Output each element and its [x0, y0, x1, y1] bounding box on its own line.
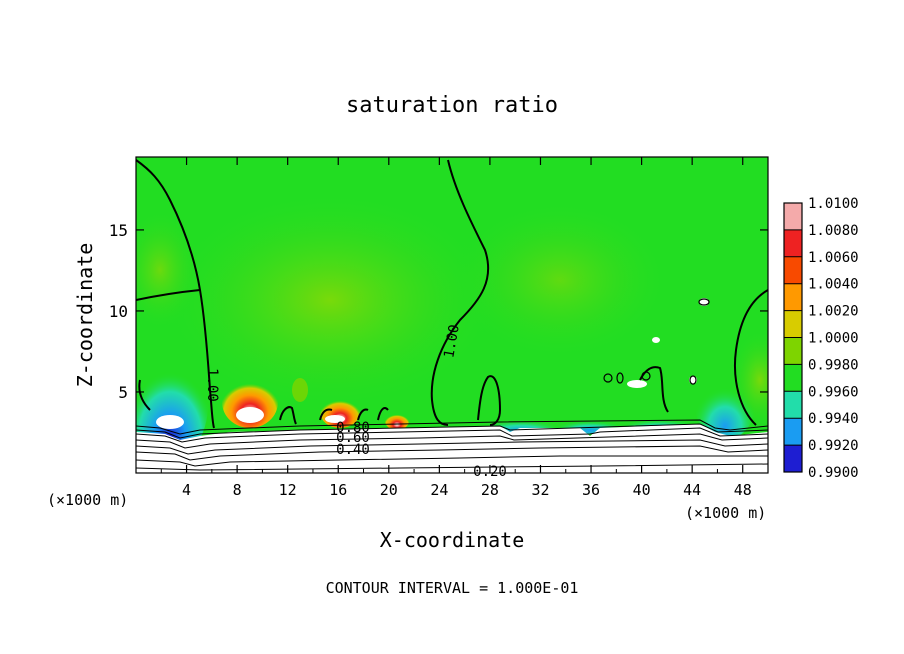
colorbar-label: 1.0040 — [808, 277, 859, 293]
plot-frame — [135, 156, 769, 474]
cloud-patch-5 — [699, 298, 709, 306]
x-tick-label-28: 28 — [481, 481, 499, 499]
x-tick-label-36: 36 — [582, 481, 600, 499]
contour-label-060: 0.60 — [336, 430, 370, 446]
colorbar-label: 0.9960 — [808, 384, 859, 400]
colorbar-label: 1.0100 — [808, 196, 859, 212]
colorbar-segment — [784, 445, 802, 472]
plot-area — [136, 157, 768, 473]
x-axis-label: X-coordinate — [380, 528, 525, 552]
contour-label-left: 1.00 — [204, 368, 220, 402]
x-unit-label-left: (×1000 m) — [47, 491, 128, 509]
colorbar-label: 0.9900 — [808, 465, 859, 481]
y-tick-label-15: 15 — [109, 221, 128, 240]
contour-interval-footer: CONTOUR INTERVAL = 1.000E-01 — [326, 579, 579, 597]
warm-region-left — [136, 210, 200, 330]
cloud-patch-3 — [325, 415, 345, 423]
colorbar-segment — [784, 203, 802, 230]
colorbar: 1.0100 1.0080 1.0060 1.0040 1.0020 1.0000 0.99… — [783, 196, 859, 481]
colorbar-segment — [784, 391, 802, 419]
x-tick-label-24: 24 — [430, 481, 448, 499]
supersaturated-cell-3 — [385, 412, 409, 430]
contour-label-040: 0.40 — [336, 442, 370, 458]
colorbar-label: 1.0060 — [808, 250, 859, 266]
x-tick-label-44: 44 — [683, 481, 701, 499]
cloud-patch-7 — [689, 376, 697, 384]
subsaturated-region-right — [695, 370, 755, 440]
warm-region-right — [450, 200, 670, 360]
x-tick-label-20: 20 — [380, 481, 398, 499]
x-tick-label-16: 16 — [329, 481, 347, 499]
colorbar-segment — [784, 337, 802, 365]
colorbar-segment — [784, 256, 802, 284]
y-tick-label-10: 10 — [109, 302, 128, 321]
x-tick-label-12: 12 — [279, 481, 297, 499]
colorbar-segment — [784, 418, 802, 446]
x-tick-label-48: 48 — [734, 481, 752, 499]
x-tick-label-8: 8 — [233, 481, 242, 499]
colorbar-segment — [784, 283, 802, 311]
y-tick-label-5: 5 — [118, 383, 128, 402]
colorbar-label: 1.0020 — [808, 304, 859, 320]
colorbar-segment — [784, 229, 802, 257]
y-axis-label: Z-coordinate — [73, 243, 97, 388]
x-tick-label-4: 4 — [182, 481, 191, 499]
contour-lines-lower — [136, 419, 768, 471]
contour-small-rings — [603, 298, 710, 385]
colorbar-label: 0.9920 — [808, 438, 859, 454]
colorbar-label: 1.0080 — [808, 223, 859, 239]
x-unit-label-right: (×1000 m) — [685, 504, 766, 522]
chart-title: saturation ratio — [346, 93, 558, 118]
y-axis: 5 10 15 — [109, 221, 768, 402]
supersaturated-cell-4 — [292, 378, 308, 402]
contour-label-080: 0.80 — [336, 420, 370, 436]
cloud-patch-6 — [652, 337, 660, 343]
x-tick-label-40: 40 — [633, 481, 651, 499]
x-axis: 4 8 12 16 20 24 28 32 36 40 44 48 — [160, 157, 752, 499]
cloud-patch-2 — [236, 407, 264, 423]
cloud-patch-4 — [627, 380, 647, 388]
colorbar-label: 1.0000 — [808, 331, 859, 347]
colorbar-label: 0.9980 — [808, 357, 859, 373]
colorbar-segment — [784, 310, 802, 338]
cloud-patch-1 — [156, 415, 184, 429]
colorbar-label: 0.9940 — [808, 411, 859, 427]
contour-label-center: 1.00 — [441, 323, 463, 359]
warm-region-center — [160, 190, 500, 410]
colorbar-segment — [784, 364, 802, 392]
x-tick-label-32: 32 — [531, 481, 549, 499]
